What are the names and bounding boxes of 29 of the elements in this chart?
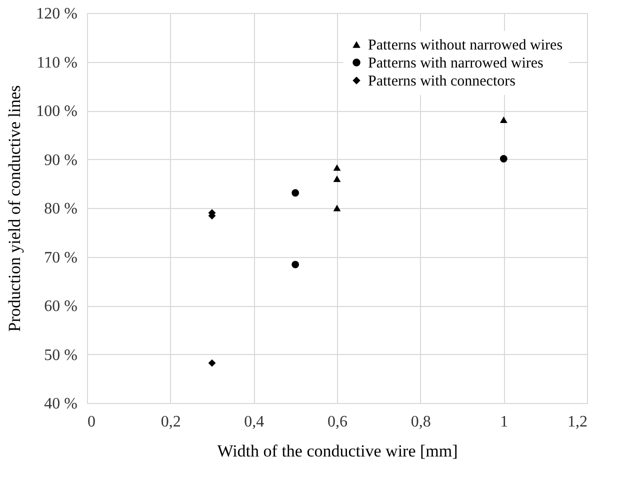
y-axis-title: Production yield of conductive lines (5, 85, 24, 332)
y-tick-label: 90 % (44, 152, 78, 169)
x-tick-label: 0,2 (160, 414, 181, 430)
legend-label: Patterns with connectors (368, 74, 516, 90)
point (333, 164, 341, 171)
y-tick-label: 40 % (44, 396, 78, 412)
y-tick-label: 100 % (36, 103, 78, 120)
y-tick-label: 50 % (44, 346, 78, 364)
x-tick-label: 0,8 (410, 414, 431, 430)
y-tick-label: 120 % (36, 6, 78, 22)
y-tick-label: 80 % (44, 200, 78, 218)
point (292, 189, 300, 197)
x-tick-label: 0,4 (244, 414, 264, 430)
x-axis-title: Width of the conductive wire [mm] (217, 442, 458, 460)
y-tick-label: 70 % (44, 249, 78, 266)
point (500, 116, 508, 123)
point (333, 176, 341, 182)
point (500, 155, 508, 162)
point (333, 204, 341, 212)
point (292, 260, 300, 268)
legend-label: Patterns with narrowed wires (368, 56, 544, 72)
x-tick-label: 1,2 (568, 414, 588, 430)
y-tick-label: 60 % (44, 298, 78, 315)
y-tick-label: 110 % (36, 54, 78, 72)
point (208, 359, 216, 367)
x-tick-label: 0,6 (328, 414, 348, 430)
x-tick-label: 0 (88, 414, 96, 430)
x-tick-label: 1 (500, 414, 508, 430)
legend-label: Patterns without narrowed wires (368, 38, 563, 54)
